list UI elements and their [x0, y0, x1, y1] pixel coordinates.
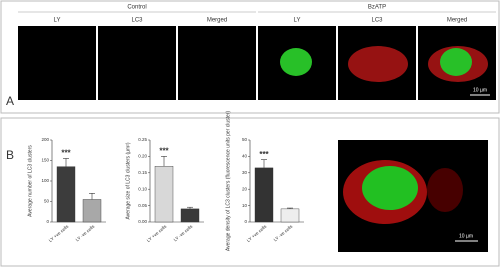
bar	[254, 167, 274, 223]
panel-label: A	[6, 94, 14, 108]
signal	[348, 46, 408, 82]
micrograph-b: 10 µm	[338, 140, 488, 252]
y-tick-label: 0	[244, 219, 247, 224]
y-tick-label: 50	[44, 199, 50, 204]
panel-label: B	[6, 148, 14, 162]
bar	[180, 208, 200, 223]
y-tick-label: 0.20	[138, 154, 147, 159]
signal	[280, 48, 312, 76]
y-tick-label: 0.00	[138, 219, 147, 224]
group-label: BzATP	[368, 5, 386, 11]
group-label: Control	[127, 5, 146, 11]
y-axis-label: Average number of LC3 clusters	[27, 145, 33, 217]
micrographs: LY LC3 Merged LY LC3 Merged 10 µm	[18, 18, 496, 100]
y-tick-label: 0.10	[138, 186, 147, 191]
micrograph	[18, 26, 96, 100]
channel-label: LY	[54, 18, 61, 24]
bar	[154, 166, 174, 223]
channel-label: LY	[294, 18, 301, 24]
significance: ***	[159, 147, 169, 156]
y-tick-label: 100	[41, 178, 49, 183]
x-tick-label: LY +ve cells	[146, 223, 168, 243]
y-axis-label: Average size of LC3 clusters (µm²)	[125, 142, 131, 219]
signal	[440, 48, 472, 76]
scale-bar-label: 10 µm	[473, 87, 487, 93]
micrograph	[98, 26, 176, 100]
x-tick-label: LY +ve cells	[246, 223, 268, 243]
channel-label: Merged	[207, 18, 227, 24]
significance: ***	[61, 149, 71, 158]
y-axis-label: Average density of LC3 clusters (fluores…	[225, 111, 231, 252]
bar	[280, 208, 300, 223]
y-tick-label: 50	[242, 137, 248, 142]
bar	[56, 166, 76, 223]
bar	[82, 199, 102, 223]
y-tick-label: 0.05	[138, 203, 147, 208]
x-tick-label: LY -ve cells	[273, 223, 294, 242]
panel-b-box	[0, 117, 500, 267]
significance: ***	[259, 150, 269, 159]
channel-label: Merged	[447, 18, 467, 24]
y-tick-label: 40	[242, 154, 248, 159]
scale-bar-label: 10 µm	[459, 233, 473, 239]
y-tick-label: 10	[242, 203, 248, 208]
y-tick-label: 200	[41, 137, 49, 142]
channel-label: LC3	[371, 18, 383, 24]
x-tick-label: LY -ve cells	[75, 223, 96, 242]
y-tick-label: 0.25	[138, 137, 147, 142]
y-tick-label: 0.15	[138, 170, 147, 175]
x-tick-label: LY -ve cells	[173, 223, 194, 242]
y-tick-label: 30	[242, 170, 248, 175]
y-tick-label: 150	[41, 158, 49, 163]
x-tick-label: LY +ve cells	[48, 223, 70, 243]
y-tick-label: 20	[242, 186, 248, 191]
channel-label: LC3	[131, 18, 143, 24]
panel-a-box	[0, 0, 500, 114]
micrograph	[178, 26, 256, 100]
y-tick-label: 0	[46, 219, 49, 224]
